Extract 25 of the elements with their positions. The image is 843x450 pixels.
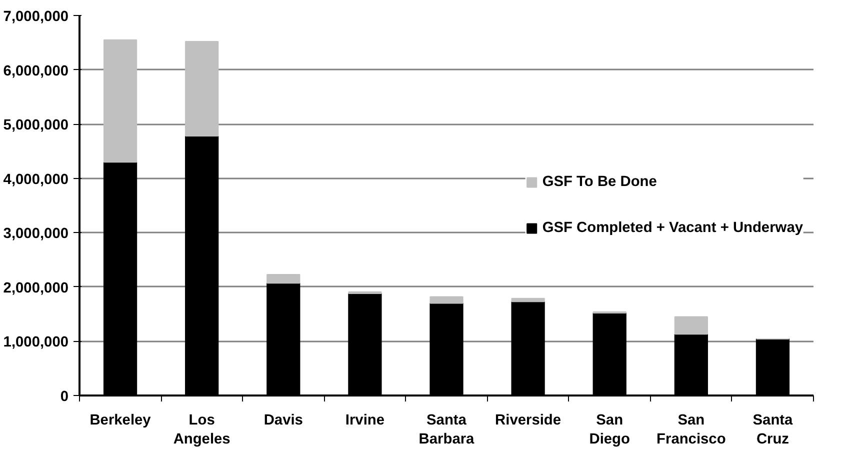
legend-label: GSF To Be Done — [542, 174, 657, 190]
bar — [511, 298, 545, 302]
y-tick-label: 7,000,000 — [3, 9, 68, 25]
bar — [103, 39, 138, 163]
bar — [674, 316, 708, 335]
y-tick-label: 0 — [60, 389, 69, 405]
bar — [185, 41, 219, 137]
x-tick-label: Riverside — [495, 412, 562, 428]
y-tick-label: 2,000,000 — [3, 280, 68, 296]
y-tick-label: 3,000,000 — [3, 226, 68, 242]
x-tick-label: Davis — [264, 412, 303, 428]
x-tick-label: San Francisco — [656, 412, 726, 448]
x-tick-label: San Diego — [589, 412, 630, 448]
y-tick-label: 4,000,000 — [3, 172, 68, 188]
x-tick-label: Santa Barbara — [418, 412, 476, 448]
y-tick-label: 1,000,000 — [3, 334, 68, 351]
bar — [266, 274, 300, 284]
x-tick-label: Berkeley — [90, 412, 152, 428]
x-tick-label: Los Angeles — [173, 412, 230, 448]
bar — [430, 296, 464, 304]
y-tick-label: 6,000,000 — [3, 63, 68, 80]
legend-label: GSF Completed + Vacant + Underway — [542, 220, 803, 236]
x-tick-label: Irvine — [345, 412, 385, 428]
y-tick-label: 5,000,000 — [3, 118, 68, 134]
x-tick-label: Santa Cruz — [752, 412, 794, 448]
